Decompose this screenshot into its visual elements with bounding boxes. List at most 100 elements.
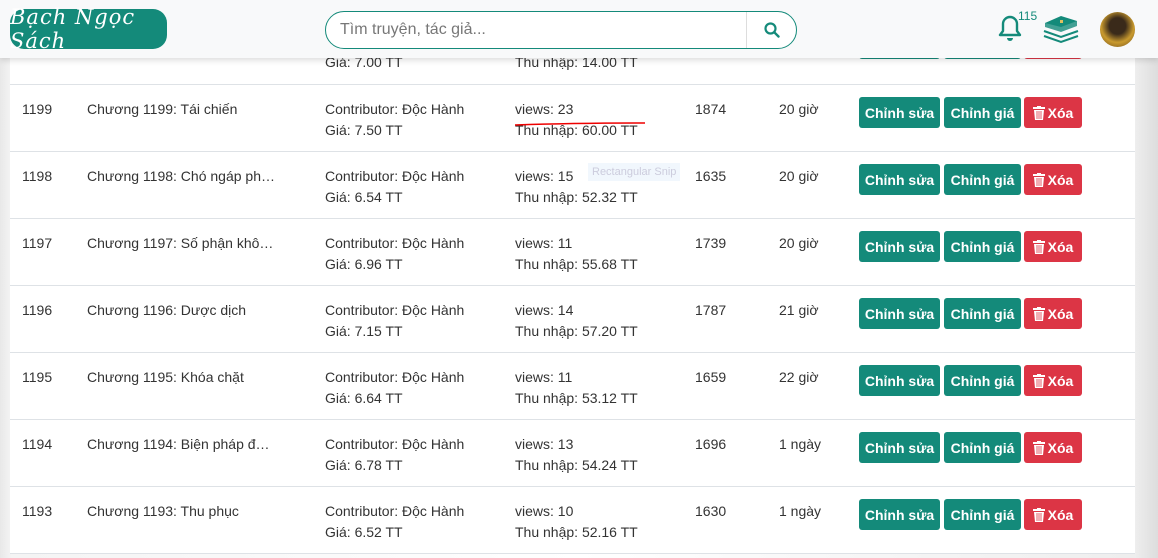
search-button[interactable] [746,12,796,48]
library-icon[interactable] [1041,14,1081,44]
edit-price-button[interactable]: Chỉnh giá [944,432,1021,463]
edit-label: Chỉnh sửa [864,104,935,121]
edit-button[interactable]: Chỉnh sửa [859,164,940,195]
edit-button[interactable]: Chỉnh sửa [859,231,940,262]
word-count: 1874 [695,101,727,117]
chapter-title[interactable]: Chương 1195: Khóa chặt [87,369,244,385]
snip-overlay-label: Rectangular Snip [588,163,681,181]
logo[interactable]: Bạch Ngọc Sách [10,5,167,53]
top-navbar: Bạch Ngọc Sách 115 [0,0,1158,58]
edit-price-button[interactable]: Chỉnh giá [944,231,1021,262]
chapter-id: 1196 [22,302,53,318]
table-row: 1197 Chương 1197: Số phận khô… Contribut… [10,219,1135,286]
chapter-title[interactable]: Chương 1193: Thu phục [87,503,239,519]
delete-label: Xóa [1047,305,1074,322]
word-count: 1630 [695,503,727,519]
search-bar [325,11,797,49]
income: Thu nhập: 54.24 TT [515,457,638,473]
chapter-id: 1197 [22,235,53,251]
table-row: 1199 Chương 1199: Tái chiến Contributor:… [10,85,1135,152]
chapter-title[interactable]: Chương 1196: Dược dịch [87,302,247,318]
time-ago: 1 ngày [779,503,822,519]
table-row: 1193 Chương 1193: Thu phục Contributor: … [10,487,1135,554]
edit-label: Chỉnh sửa [864,238,935,255]
chapter-title[interactable]: Chương 1194: Biện pháp đ… [87,436,270,452]
delete-button[interactable]: Xóa [1024,432,1082,463]
views: views: 11 [515,235,573,251]
edit-label: Chỉnh sửa [864,506,935,523]
edit-price-button[interactable]: Chỉnh giá [944,365,1021,396]
edit-label: Chỉnh sửa [864,171,935,188]
user-avatar[interactable] [1100,12,1135,47]
word-count: 1635 [695,168,727,184]
table-row: 1195 Chương 1195: Khóa chặt Contributor:… [10,353,1135,420]
price: Giá: 7.50 TT [325,122,403,138]
contributor: Contributor: Độc Hành [325,503,465,519]
chapter-id: 1193 [22,503,53,519]
chapter-id: 1198 [22,168,53,184]
delete-label: Xóa [1047,238,1074,255]
trash-icon [1032,105,1045,120]
bell-icon[interactable] [997,14,1023,42]
edit-button[interactable]: Chỉnh sửa [859,298,940,329]
search-input[interactable] [340,21,746,39]
price: Giá: 6.52 TT [325,524,403,540]
table-row: 1198 Chương 1198: Chó ngáp ph… Contribut… [10,152,1135,219]
income: Thu nhập: 52.16 TT [515,524,638,540]
chapter-id: 1199 [22,101,53,117]
price: Giá: 6.96 TT [325,256,403,272]
price-label: Chỉnh giá [950,104,1015,121]
edit-label: Chỉnh sửa [864,439,935,456]
edit-button[interactable]: Chỉnh sửa [859,365,940,396]
trash-icon [1032,306,1045,321]
chapter-title[interactable]: Chương 1197: Số phận khô… [87,235,274,251]
table-row: 1196 Chương 1196: Dược dịch Contributor:… [10,286,1135,353]
delete-button[interactable]: Xóa [1024,365,1082,396]
price: Giá: 6.78 TT [325,457,403,473]
delete-button[interactable]: Xóa [1024,97,1082,128]
income: Thu nhập: 55.68 TT [515,256,638,272]
trash-icon [1032,373,1045,388]
delete-label: Xóa [1047,506,1074,523]
delete-button[interactable]: Xóa [1024,231,1082,262]
delete-button[interactable]: Xóa [1024,499,1082,530]
price: Giá: 6.64 TT [325,390,403,406]
income: Thu nhập: 14.00 TT [515,54,638,70]
views: views: 15 [515,168,574,184]
edit-price-button[interactable]: Chỉnh giá [944,97,1021,128]
price-label: Chỉnh giá [950,305,1015,322]
views: views: 10 [515,503,574,519]
word-count: 1787 [695,302,727,318]
chapter-title[interactable]: Chương 1198: Chó ngáp ph… [87,168,275,184]
edit-price-button[interactable]: Chỉnh giá [944,499,1021,530]
notification-count: 115 [1018,9,1038,23]
time-ago: 22 giờ [779,369,819,385]
delete-button[interactable]: Xóa [1024,164,1082,195]
price-label: Chỉnh giá [950,506,1015,523]
price-label: Chỉnh giá [950,238,1015,255]
price: Giá: 7.00 TT [325,54,403,70]
chapter-id: 1195 [22,369,53,385]
income: Thu nhập: 60.00 TT [515,122,638,138]
views: views: 14 [515,302,574,318]
delete-button[interactable]: Xóa [1024,298,1082,329]
contributor: Contributor: Độc Hành [325,436,465,452]
time-ago: 20 giờ [779,101,819,117]
time-ago: 20 giờ [779,235,819,251]
edit-price-button[interactable]: Chỉnh giá [944,164,1021,195]
contributor: Contributor: Độc Hành [325,101,465,117]
table-row: 1194 Chương 1194: Biện pháp đ… Contribut… [10,420,1135,487]
income: Thu nhập: 57.20 TT [515,323,638,339]
price-label: Chỉnh giá [950,171,1015,188]
word-count: 1739 [695,235,727,251]
edit-button[interactable]: Chỉnh sửa [859,499,940,530]
chapter-id: 1194 [22,436,53,452]
delete-label: Xóa [1047,439,1074,456]
chapter-title[interactable]: Chương 1199: Tái chiến [87,101,238,117]
edit-button[interactable]: Chỉnh sửa [859,97,940,128]
edit-label: Chỉnh sửa [864,372,935,389]
edit-button[interactable]: Chỉnh sửa [859,432,940,463]
contributor: Contributor: Độc Hành [325,235,465,251]
edit-price-button[interactable]: Chỉnh giá [944,298,1021,329]
contributor: Contributor: Độc Hành [325,302,465,318]
